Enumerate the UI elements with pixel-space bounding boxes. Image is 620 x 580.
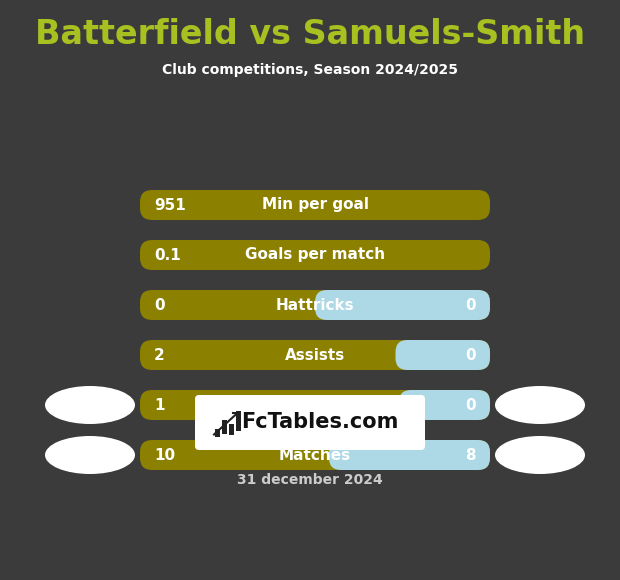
FancyBboxPatch shape	[140, 440, 490, 470]
FancyBboxPatch shape	[229, 424, 234, 435]
Ellipse shape	[45, 436, 135, 474]
FancyBboxPatch shape	[236, 411, 241, 430]
FancyBboxPatch shape	[329, 440, 490, 470]
FancyBboxPatch shape	[215, 429, 220, 437]
FancyBboxPatch shape	[140, 240, 490, 270]
FancyBboxPatch shape	[195, 395, 425, 450]
Text: Goals: Goals	[291, 397, 339, 412]
Text: FcTables.com: FcTables.com	[241, 412, 399, 433]
Text: Club competitions, Season 2024/2025: Club competitions, Season 2024/2025	[162, 63, 458, 77]
FancyBboxPatch shape	[399, 390, 490, 420]
Text: Min per goal: Min per goal	[262, 198, 368, 212]
Text: 10: 10	[154, 448, 175, 462]
Text: Batterfield vs Samuels-Smith: Batterfield vs Samuels-Smith	[35, 19, 585, 52]
Ellipse shape	[45, 386, 135, 424]
FancyBboxPatch shape	[140, 190, 490, 220]
Ellipse shape	[495, 386, 585, 424]
Text: 0: 0	[466, 347, 476, 362]
FancyBboxPatch shape	[396, 340, 490, 370]
Ellipse shape	[495, 436, 585, 474]
Text: 0.1: 0.1	[154, 248, 181, 263]
Text: 0: 0	[466, 397, 476, 412]
Text: 0: 0	[154, 298, 165, 313]
Text: 0: 0	[466, 298, 476, 313]
FancyBboxPatch shape	[140, 340, 490, 370]
FancyBboxPatch shape	[140, 390, 490, 420]
Text: Goals per match: Goals per match	[245, 248, 385, 263]
FancyBboxPatch shape	[315, 290, 490, 320]
Text: 8: 8	[466, 448, 476, 462]
Text: 31 december 2024: 31 december 2024	[237, 473, 383, 487]
FancyBboxPatch shape	[140, 290, 490, 320]
Text: Assists: Assists	[285, 347, 345, 362]
Text: 2: 2	[154, 347, 165, 362]
Text: Hattricks: Hattricks	[276, 298, 354, 313]
FancyBboxPatch shape	[222, 419, 227, 433]
Text: 951: 951	[154, 198, 186, 212]
Text: 1: 1	[154, 397, 164, 412]
Text: Matches: Matches	[279, 448, 351, 462]
